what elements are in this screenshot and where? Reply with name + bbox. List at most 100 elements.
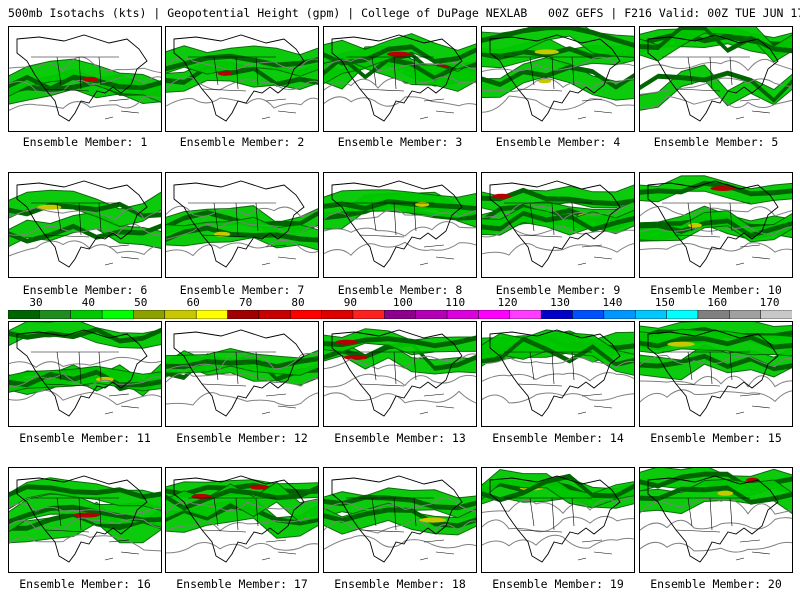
height-contour	[9, 207, 161, 220]
political-borders	[31, 497, 140, 561]
height-contour	[9, 517, 161, 532]
ensemble-member-label: Ensemble Member: 11	[19, 431, 151, 445]
political-borders	[346, 56, 455, 120]
ensemble-member-panel	[481, 321, 635, 427]
jet-max	[335, 339, 359, 345]
jet-stream-core	[640, 70, 792, 103]
colorbar-swatch	[164, 310, 197, 319]
political-borders	[188, 497, 297, 561]
height-contour	[324, 96, 476, 107]
jet-stream-band	[640, 64, 792, 111]
isotach-map	[166, 329, 318, 417]
height-contour	[482, 95, 634, 113]
height-contour	[9, 390, 161, 406]
height-contour	[640, 77, 792, 95]
height-contour	[166, 97, 318, 109]
ensemble-member-label: Ensemble Member: 20	[650, 577, 782, 591]
height-contour	[482, 515, 634, 533]
political-borders	[346, 351, 455, 415]
colorbar-swatch	[227, 310, 260, 319]
colorbar-swatch	[289, 310, 323, 319]
jet-stream-core	[482, 187, 634, 207]
colorbar-swatch	[634, 310, 668, 319]
height-contour	[166, 499, 318, 514]
ensemble-member-panel	[323, 321, 477, 427]
height-contour	[640, 389, 792, 403]
ensemble-member-panel	[323, 467, 477, 573]
jet-stream-core	[640, 180, 792, 197]
ensemble-member-panel	[165, 321, 319, 427]
political-borders	[188, 202, 297, 266]
colorbar-tick-label: 160	[707, 296, 728, 309]
colorbar-tick-label: 90	[343, 296, 358, 309]
jet-max	[717, 490, 734, 496]
colorbar-tick-label: 100	[392, 296, 413, 309]
isotach-map	[324, 180, 476, 268]
jet-max	[710, 186, 735, 191]
height-contour	[324, 390, 476, 404]
height-contour	[166, 239, 318, 257]
jet-stream-core	[640, 218, 792, 238]
height-contour	[166, 372, 318, 387]
height-contour	[482, 534, 634, 549]
jet-stream-core	[324, 55, 476, 81]
jet-max	[492, 193, 512, 199]
colorbar-tick-label: 50	[134, 296, 148, 309]
jet-stream-core	[9, 327, 161, 344]
height-contour	[166, 542, 318, 554]
political-borders	[346, 202, 455, 266]
height-contour	[166, 56, 318, 71]
colorbar-swatch	[540, 310, 574, 319]
ensemble-member-label: Ensemble Member: 2	[179, 135, 305, 149]
height-contour	[482, 497, 634, 515]
height-contour	[640, 497, 792, 515]
height-contour	[324, 353, 476, 370]
height-contour	[166, 516, 318, 532]
political-borders	[31, 202, 140, 266]
height-contour	[166, 76, 318, 91]
ensemble-member-label: Ensemble Member: 6	[22, 283, 148, 297]
colorbar-swatch	[384, 310, 417, 319]
ensemble-member-label: Ensemble Member: 12	[176, 431, 308, 445]
jet-stream-core	[640, 334, 792, 350]
colorbar-swatch	[446, 310, 479, 319]
ensemble-member-label: Ensemble Member: 4	[495, 135, 621, 149]
height-contour	[166, 352, 318, 371]
jet-stream-band	[166, 45, 318, 77]
ensemble-member-panel	[8, 321, 162, 427]
political-borders	[188, 56, 297, 120]
ensemble-member-panel	[481, 467, 635, 573]
colorbar-swatch	[133, 310, 166, 319]
jet-max	[688, 222, 702, 228]
colorbar-swatch	[572, 310, 605, 319]
colorbar-swatch	[760, 310, 792, 319]
ensemble-member-label: Ensemble Member: 8	[337, 283, 463, 297]
jet-stream-core	[9, 511, 161, 531]
isotach-colorbar: 30 40 50 60 70 80 90 100 110 120 130 140 150 160 170	[8, 296, 792, 322]
jet-stream-core	[324, 44, 476, 66]
jet-stream-core	[482, 210, 634, 233]
height-contour	[482, 56, 634, 73]
jet-stream-band	[640, 27, 792, 63]
colorbar-swatch	[509, 310, 542, 319]
height-contour	[9, 372, 161, 388]
isotach-map	[9, 475, 161, 563]
colorbar-swatch	[603, 310, 636, 319]
ensemble-member-label: Ensemble Member: 18	[334, 577, 466, 591]
political-borders	[504, 497, 613, 561]
jet-stream-core	[166, 225, 318, 243]
isotach-map	[324, 328, 476, 417]
height-contour	[9, 240, 161, 257]
jet-stream-core	[9, 369, 161, 388]
colorbar-tick-label: 120	[497, 296, 518, 309]
ensemble-member-panel	[165, 172, 319, 278]
political-borders	[662, 56, 771, 120]
colorbar-swatch	[352, 310, 385, 319]
isotach-map	[482, 27, 634, 122]
jet-stream-core	[640, 485, 792, 505]
jet-max	[419, 517, 447, 523]
jet-stream-core	[324, 199, 476, 212]
isotach-map	[166, 34, 318, 122]
height-contour	[9, 356, 161, 368]
political-borders	[504, 351, 613, 415]
